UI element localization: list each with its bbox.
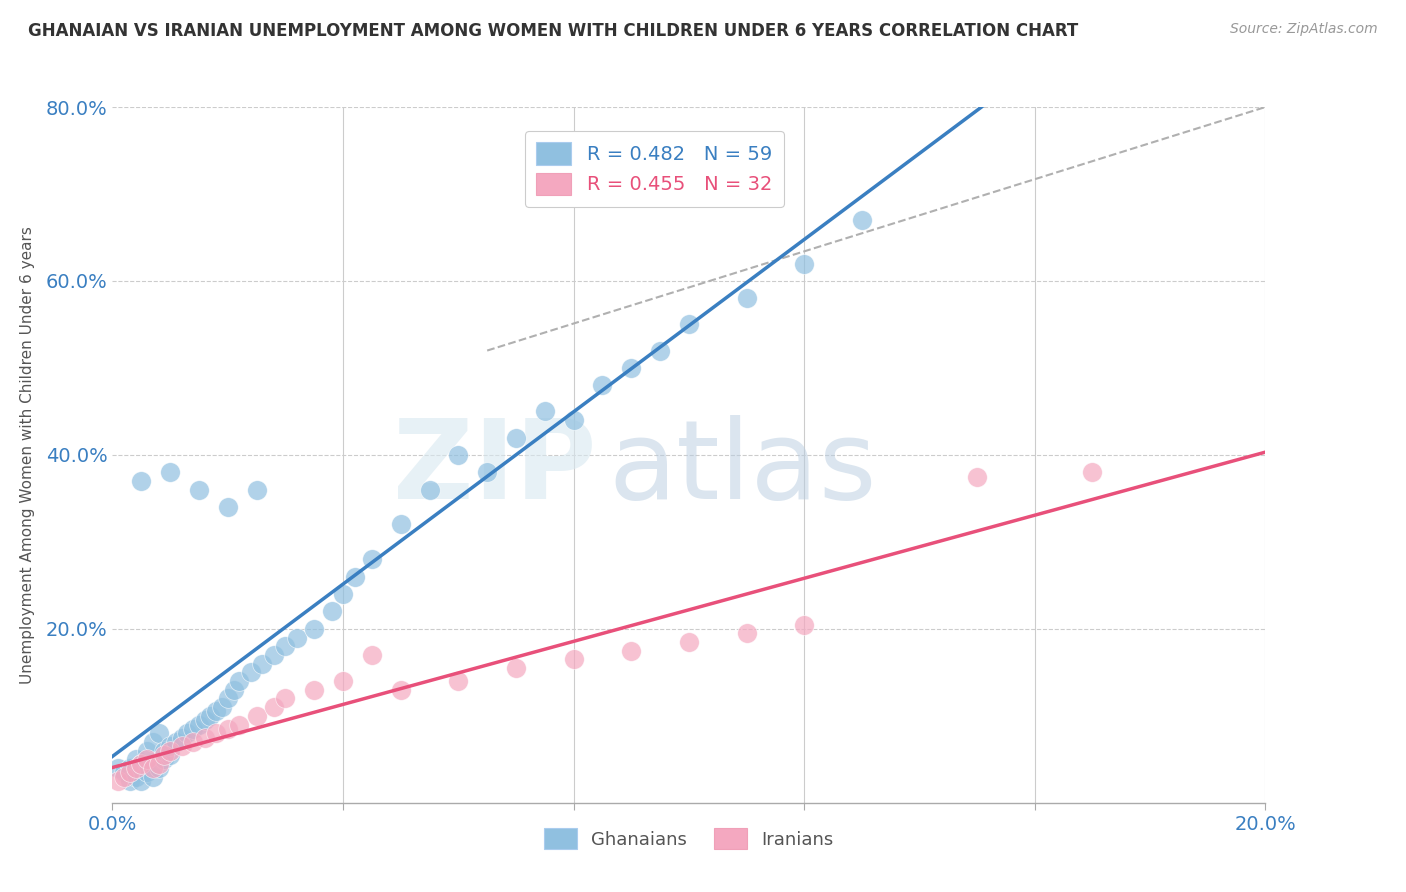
Point xyxy=(217,722,239,736)
Point xyxy=(222,682,245,697)
Point xyxy=(263,648,285,662)
Point xyxy=(118,774,141,789)
Point xyxy=(129,474,153,488)
Point xyxy=(735,291,758,305)
Point xyxy=(107,761,129,775)
Point xyxy=(136,765,159,780)
Point xyxy=(148,761,170,775)
Point xyxy=(228,717,250,731)
Point xyxy=(153,747,176,762)
Text: GHANAIAN VS IRANIAN UNEMPLOYMENT AMONG WOMEN WITH CHILDREN UNDER 6 YEARS CORRELA: GHANAIAN VS IRANIAN UNEMPLOYMENT AMONG W… xyxy=(28,22,1078,40)
Point xyxy=(263,700,285,714)
Point xyxy=(148,756,170,771)
Point xyxy=(246,483,269,497)
Point xyxy=(332,674,354,689)
Point xyxy=(475,466,499,480)
Text: atlas: atlas xyxy=(609,416,877,523)
Point xyxy=(194,731,217,745)
Point xyxy=(562,652,585,666)
Point xyxy=(112,765,135,780)
Point xyxy=(124,752,146,766)
Point xyxy=(592,378,614,392)
Point xyxy=(246,708,269,723)
Point xyxy=(343,570,366,584)
Point xyxy=(142,735,165,749)
Point xyxy=(159,739,181,754)
Point xyxy=(678,635,700,649)
Point xyxy=(118,765,141,780)
Point xyxy=(176,726,198,740)
Point xyxy=(332,587,354,601)
Point xyxy=(107,774,129,789)
Point xyxy=(447,674,470,689)
Point xyxy=(124,770,146,784)
Point xyxy=(129,756,153,771)
Point xyxy=(966,469,988,483)
Point xyxy=(228,674,250,689)
Point xyxy=(112,770,135,784)
Point xyxy=(321,605,343,619)
Point xyxy=(136,752,159,766)
Point xyxy=(650,343,672,358)
Point xyxy=(252,657,274,671)
Point xyxy=(274,639,297,653)
Point xyxy=(534,404,557,418)
Point xyxy=(153,752,176,766)
Point xyxy=(170,731,193,745)
Point xyxy=(304,682,326,697)
Point xyxy=(217,500,239,514)
Point xyxy=(505,430,527,444)
Point xyxy=(211,700,233,714)
Text: ZIP: ZIP xyxy=(394,416,596,523)
Point xyxy=(200,708,222,723)
Point xyxy=(735,626,758,640)
Point xyxy=(304,622,326,636)
Point xyxy=(129,756,153,771)
Point xyxy=(159,466,181,480)
Point xyxy=(181,722,204,736)
Point xyxy=(851,213,873,227)
Point xyxy=(620,643,643,657)
Point xyxy=(188,483,211,497)
Point xyxy=(793,617,815,632)
Point xyxy=(205,726,228,740)
Point xyxy=(142,770,165,784)
Point xyxy=(447,448,470,462)
Point xyxy=(118,761,141,775)
Point xyxy=(562,413,585,427)
Point xyxy=(419,483,441,497)
Point xyxy=(505,661,527,675)
Point xyxy=(217,691,239,706)
Point xyxy=(620,360,643,375)
Point xyxy=(142,761,165,775)
Point xyxy=(129,774,153,789)
Point xyxy=(188,717,211,731)
Point xyxy=(136,744,159,758)
Point xyxy=(170,739,193,754)
Point xyxy=(205,705,228,719)
Point xyxy=(165,735,187,749)
Y-axis label: Unemployment Among Women with Children Under 6 years: Unemployment Among Women with Children U… xyxy=(20,226,35,684)
Point xyxy=(389,517,412,532)
Point xyxy=(1081,466,1104,480)
Point xyxy=(124,761,146,775)
Point xyxy=(360,552,382,566)
Point xyxy=(148,726,170,740)
Point xyxy=(159,744,181,758)
Point xyxy=(793,257,815,271)
Point xyxy=(159,747,181,762)
Point xyxy=(285,631,308,645)
Point xyxy=(153,744,176,758)
Point xyxy=(274,691,297,706)
Point xyxy=(239,665,262,680)
Point xyxy=(194,713,217,727)
Point xyxy=(678,318,700,332)
Point xyxy=(389,682,412,697)
Point xyxy=(181,735,204,749)
Point xyxy=(360,648,382,662)
Legend: R = 0.482   N = 59, R = 0.455   N = 32: R = 0.482 N = 59, R = 0.455 N = 32 xyxy=(524,130,785,207)
Text: Source: ZipAtlas.com: Source: ZipAtlas.com xyxy=(1230,22,1378,37)
